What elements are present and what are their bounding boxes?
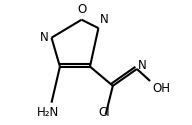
Text: Cl: Cl	[99, 106, 110, 120]
Text: N: N	[100, 13, 108, 26]
Text: O: O	[77, 3, 86, 16]
Text: H₂N: H₂N	[37, 106, 59, 119]
Text: N: N	[138, 59, 147, 72]
Text: N: N	[40, 31, 49, 44]
Text: OH: OH	[152, 82, 170, 95]
